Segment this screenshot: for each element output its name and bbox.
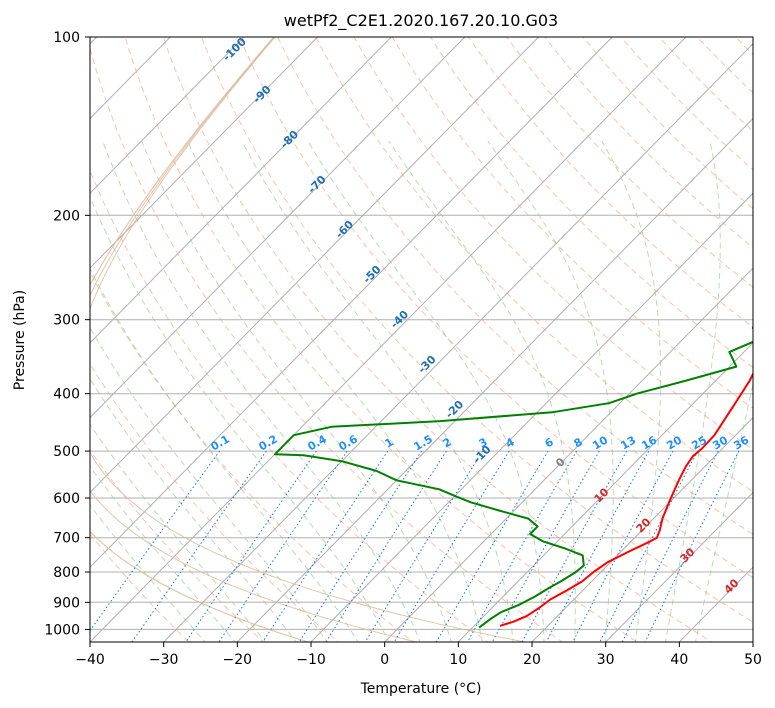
x-tick-label: 0	[380, 652, 389, 668]
background-lines	[90, 37, 753, 642]
y-axis: 100 200 300 400 500 600 700 800 900 1000	[44, 30, 90, 638]
mixing-ratio-line	[521, 450, 628, 642]
dry-adiabat-line	[124, 37, 639, 642]
mixing-ratio-line	[621, 450, 719, 642]
dry-adiabat-line	[90, 46, 564, 642]
x-tick-label: 50	[744, 652, 762, 668]
x-tick-label: 40	[670, 652, 688, 668]
x-tick-label: 20	[523, 652, 541, 668]
reference-curve	[90, 37, 528, 642]
y-tick-label: 200	[53, 208, 80, 224]
x-tick-label: 10	[449, 652, 467, 668]
dry-adiabat-line	[90, 169, 489, 642]
y-tick-label: 400	[53, 387, 80, 403]
y-tick-label: 600	[53, 491, 80, 507]
isotherm-line	[90, 37, 393, 344]
isotherm-line	[604, 491, 753, 642]
moist-adiabat-line	[102, 141, 421, 642]
x-axis-label: Temperature (°C)	[360, 681, 482, 697]
x-axis: −40 −30 −20 −10 0 10 20 30 40 50	[75, 642, 762, 668]
mixing-ratio-line	[131, 450, 267, 642]
mixing-ratio-line	[393, 450, 510, 642]
mixing-ratio-line	[545, 450, 650, 642]
moist-adiabat-line	[664, 141, 721, 642]
moist-adiabat-line	[90, 326, 328, 642]
moist-adiabat-line	[90, 195, 390, 642]
dry-adiabat-line	[658, 37, 753, 132]
chart-title: wetPf2_C2E1.2020.167.20.10.G03	[284, 11, 558, 31]
isotherm-line	[531, 416, 753, 642]
moist-adiabat-line	[241, 141, 514, 642]
mixing-ratio-line	[435, 450, 549, 642]
dry-adiabat-line	[315, 37, 753, 493]
moist-adiabat-line	[487, 141, 614, 642]
mixing-ratio-line	[262, 450, 389, 642]
dry-adiabat-line	[391, 37, 753, 409]
dry-adiabat-line	[506, 37, 753, 288]
y-tick-label: 100	[53, 30, 80, 46]
dry-adiabat-line	[90, 271, 414, 642]
moist-adiabat-line	[90, 465, 236, 642]
isotherm-line	[752, 641, 753, 642]
x-tick-label: −30	[149, 652, 179, 668]
moist-adiabat-line	[187, 141, 483, 642]
mixing-ratio-line	[599, 450, 699, 642]
x-tick-label: −10	[296, 652, 326, 668]
isotherm-line	[90, 37, 687, 642]
mixing-ratio-line	[644, 450, 740, 642]
isotherm-line	[236, 117, 753, 642]
mixing-ratio-line	[491, 450, 600, 642]
mixing-ratio-line	[218, 450, 348, 642]
isotherm-line	[90, 37, 319, 269]
y-axis-label: Pressure (hPa)	[12, 290, 28, 390]
plot-frame	[89, 36, 754, 643]
y-tick-label: 500	[53, 444, 80, 460]
x-tick-label: −40	[75, 652, 105, 668]
isotherm-line	[90, 37, 614, 568]
dry-adiabat-line	[162, 37, 713, 642]
mixing-ratio-line	[185, 450, 317, 642]
dry-adiabat-line	[239, 37, 753, 579]
moist-adiabat-line	[90, 504, 206, 642]
mixing-ratio-line	[572, 450, 674, 642]
dry-adiabat-line	[620, 37, 753, 171]
dry-adiabat-line	[467, 37, 753, 328]
mixing-ratio-line	[466, 450, 578, 642]
moist-adiabat-line	[141, 141, 452, 642]
isotherm-line	[310, 192, 753, 642]
isotherm-line	[383, 267, 753, 642]
reference-curve	[90, 37, 419, 642]
isotherm-line	[90, 37, 172, 120]
moist-adiabat-line	[307, 141, 545, 642]
y-tick-label: 700	[53, 531, 80, 547]
x-tick-label: −20	[223, 652, 253, 668]
isotherm-line	[90, 37, 540, 494]
dry-adiabat-line	[353, 37, 753, 451]
dry-adiabat-line	[200, 37, 753, 623]
y-tick-label: 800	[53, 565, 80, 581]
y-tick-label: 1000	[44, 622, 80, 638]
y-tick-label: 900	[53, 595, 80, 611]
dry-adiabat-line	[277, 37, 753, 535]
moist-adiabat-line	[694, 381, 753, 642]
isotherm-line	[162, 42, 753, 642]
dewpoint-profile	[274, 324, 753, 629]
temperature-profile	[499, 371, 753, 627]
moist-adiabat-line	[90, 377, 297, 642]
isotherm-line	[90, 37, 245, 194]
mixing-ratio-line	[364, 450, 484, 642]
y-tick-label: 300	[53, 313, 80, 329]
reference-curve	[90, 37, 311, 642]
isotherm-line	[457, 342, 753, 642]
moist-adiabat-line	[90, 267, 359, 642]
isotherm-line	[90, 37, 466, 419]
profile-series	[274, 324, 753, 629]
plot-area	[90, 37, 753, 642]
moist-adiabat-line	[90, 423, 267, 642]
x-tick-label: 30	[597, 652, 615, 668]
